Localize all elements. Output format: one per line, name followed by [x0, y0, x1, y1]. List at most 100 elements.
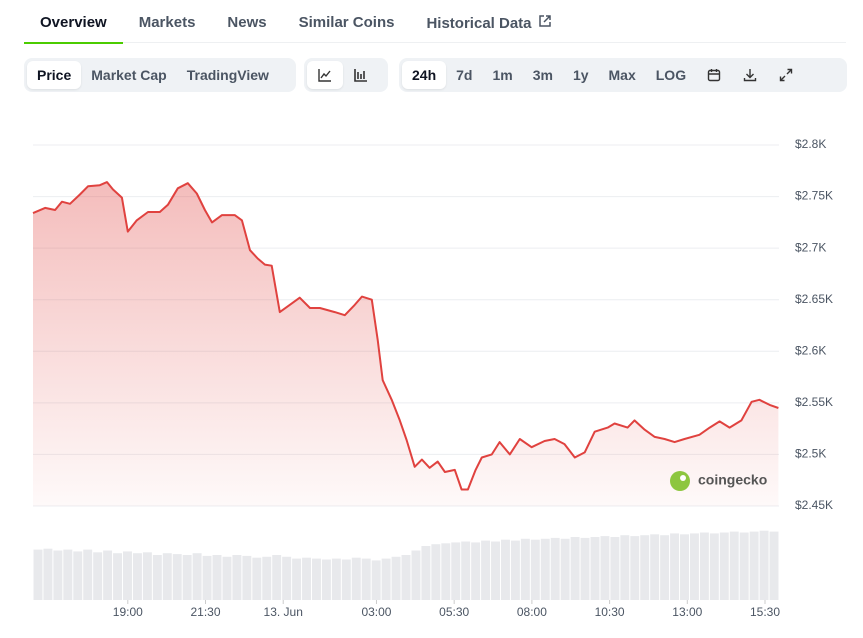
volume-bar [202, 555, 212, 600]
price-line [32, 181, 779, 491]
y-tick-label: $2.7K [795, 240, 826, 254]
volume-bar [232, 555, 242, 600]
chart-tab-label: Market Cap [91, 67, 167, 83]
volume-bar [113, 553, 123, 600]
range-button-label: Max [608, 67, 636, 83]
calendar-button[interactable] [696, 61, 732, 89]
tab[interactable]: News [211, 0, 282, 42]
volume-bar [103, 550, 113, 600]
volume-bar [152, 555, 162, 600]
candle-chart-button[interactable] [343, 61, 379, 89]
y-tick-label: $2.75K [795, 189, 833, 203]
volume-bar [431, 544, 441, 600]
fullscreen-button[interactable] [768, 61, 804, 89]
volume-bar [729, 531, 739, 600]
chart-tab[interactable]: TradingView [177, 61, 279, 89]
range-button[interactable]: 7d [446, 61, 482, 89]
volume-bar [222, 556, 232, 600]
volume-bar [719, 532, 729, 600]
volume-bar [172, 554, 182, 600]
volume-bar [53, 550, 63, 600]
watermark-text: coingecko [698, 472, 767, 488]
x-tick-label: 08:00 [517, 605, 547, 619]
volume-bar [520, 538, 530, 600]
volume-bar [292, 558, 302, 600]
line-chart-button[interactable] [307, 61, 343, 89]
volume-bar [162, 553, 172, 600]
y-tick-label: $2.45K [795, 498, 833, 512]
volume-bar [361, 558, 371, 600]
volume-bar [680, 534, 689, 600]
volume-bar [580, 537, 590, 600]
tab[interactable]: Similar Coins [283, 0, 411, 42]
tab-label: Similar Coins [298, 14, 395, 31]
tab-label: News [227, 14, 267, 31]
volume-bar [441, 543, 451, 600]
volume-bar [312, 558, 321, 600]
volume-bar [182, 555, 192, 600]
tab-label: Overview [40, 14, 107, 31]
volume-bar [351, 557, 361, 600]
volume-bar [600, 536, 610, 600]
volume-bar [282, 556, 292, 600]
style-tabs [304, 58, 388, 92]
external-icon [538, 15, 551, 27]
range-button[interactable]: LOG [646, 61, 696, 89]
x-tick-label: 13:00 [672, 605, 702, 619]
chart-type-tabs: Price Market Cap TradingView [24, 58, 296, 92]
volume-bar [252, 557, 262, 600]
volume-bar [391, 556, 401, 600]
volume-bar [530, 539, 540, 600]
volume-bar [481, 540, 491, 600]
x-tick-label: 21:30 [190, 605, 220, 619]
volume-bar [560, 538, 570, 600]
range-button[interactable]: 1m [482, 61, 522, 89]
range-button-label: LOG [655, 67, 687, 83]
volume-bar [570, 537, 580, 600]
range-button-label: 3m [532, 67, 553, 83]
volume-bar [670, 533, 680, 600]
volume-bar [331, 558, 341, 600]
volume-bar [739, 532, 749, 600]
volume-bar [381, 558, 391, 600]
range-button[interactable]: 3m [523, 61, 563, 89]
volume-bar [63, 549, 73, 600]
volume-bar [650, 534, 660, 600]
volume-bar [769, 531, 779, 600]
x-tick-label: 10:30 [595, 605, 625, 619]
volume-bar [93, 552, 103, 600]
chart-tab[interactable]: Price [27, 61, 82, 89]
volume-bar [341, 559, 351, 600]
tab-label: Historical Data [426, 15, 532, 32]
volume-bar [83, 549, 93, 600]
volume-bar [242, 555, 252, 600]
chart-tab[interactable]: Market Cap [81, 61, 176, 89]
volume-bar [451, 542, 461, 600]
y-tick-label: $2.6K [795, 343, 826, 357]
download-button[interactable] [732, 61, 768, 89]
volume-bar [142, 552, 152, 600]
range-button[interactable]: 24h [402, 61, 447, 89]
y-tick-label: $2.65K [795, 292, 833, 306]
y-tick-label: $2.8K [795, 137, 826, 151]
range-button[interactable]: 1y [563, 61, 599, 89]
x-tick-label: 03:00 [361, 605, 391, 619]
chart-tab-label: Price [37, 67, 72, 83]
volume-bar [371, 560, 381, 600]
y-tick-label: $2.5K [795, 447, 826, 461]
volume-bar [321, 559, 331, 600]
x-tick-label: 05:30 [439, 605, 469, 619]
volume-bar [689, 533, 699, 600]
tab[interactable]: Markets [123, 0, 212, 42]
range-button[interactable]: Max [599, 61, 646, 89]
chart-tab-label: TradingView [186, 67, 269, 83]
volume-bar [43, 548, 53, 600]
volume-bar [123, 551, 132, 600]
tab[interactable]: Historical Data [410, 0, 567, 42]
volume-bar [272, 555, 282, 600]
volume-bar [510, 540, 520, 600]
tab[interactable]: Overview [24, 0, 123, 44]
range-button-label: 1m [492, 67, 513, 83]
